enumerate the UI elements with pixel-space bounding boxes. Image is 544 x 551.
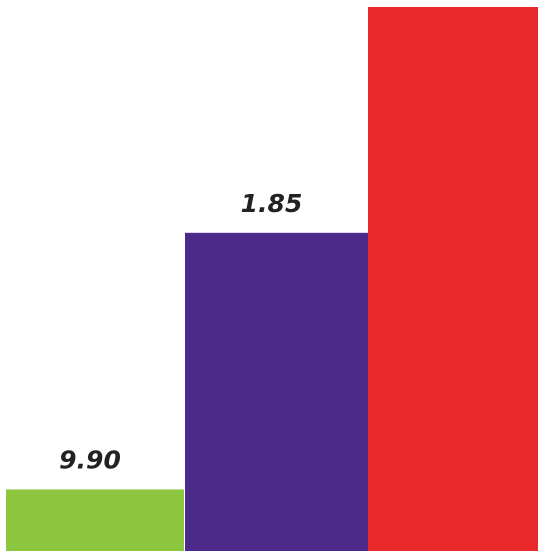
- data-labels-layer: 9.90 1.85: [59, 189, 302, 475]
- data-label-bar-1: 9.90: [59, 445, 121, 474]
- bar-2: [185, 232, 368, 551]
- bar-3: [368, 7, 538, 551]
- bar-1: [6, 489, 184, 551]
- bars-layer: [6, 7, 538, 551]
- data-label-bar-2: 1.85: [241, 189, 303, 218]
